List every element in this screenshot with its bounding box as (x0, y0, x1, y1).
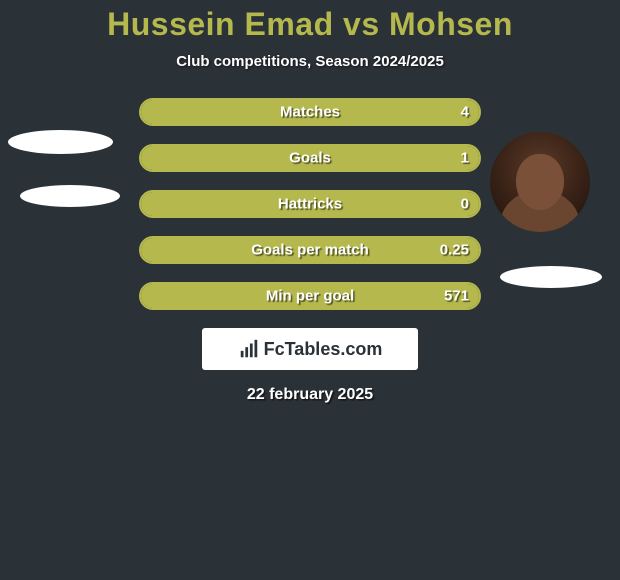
stat-row-hattricks: Hattricks 0 (139, 190, 481, 218)
stat-row-goals-per-match: Goals per match 0.25 (139, 236, 481, 264)
player-right-badge (500, 266, 602, 288)
stat-label: Goals per match (251, 242, 369, 259)
stat-value-right: 571 (444, 288, 469, 305)
stat-value-right: 0.25 (440, 242, 469, 259)
branding-text: FcTables.com (264, 339, 383, 360)
stat-label: Goals (289, 150, 331, 167)
stat-row-goals: Goals 1 (139, 144, 481, 172)
stat-row-min-per-goal: Min per goal 571 (139, 282, 481, 310)
branding-logo: FcTables.com (238, 338, 383, 360)
player-left-badge-1 (8, 130, 113, 154)
stat-value-right: 0 (461, 196, 469, 213)
branding-box[interactable]: FcTables.com (202, 328, 418, 370)
stat-value-right: 4 (461, 104, 469, 121)
player-right-avatar (490, 132, 590, 232)
page-title: Hussein Emad vs Mohsen (0, 6, 620, 43)
stat-label: Matches (280, 104, 340, 121)
stat-row-matches: Matches 4 (139, 98, 481, 126)
comparison-card: Hussein Emad vs Mohsen Club competitions… (0, 6, 620, 404)
snapshot-date: 22 february 2025 (0, 386, 620, 404)
page-subtitle: Club competitions, Season 2024/2025 (0, 53, 620, 70)
stat-value-right: 1 (461, 150, 469, 167)
player-left-badge-2 (20, 185, 120, 207)
chart-icon (238, 338, 260, 360)
stat-label: Min per goal (266, 288, 354, 305)
stat-label: Hattricks (278, 196, 342, 213)
